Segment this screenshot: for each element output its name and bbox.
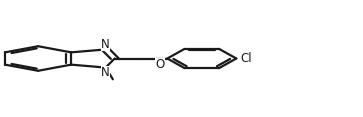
Text: O: O bbox=[155, 58, 165, 71]
Text: Cl: Cl bbox=[241, 52, 252, 65]
Text: N: N bbox=[101, 66, 110, 79]
Text: N: N bbox=[101, 38, 110, 51]
